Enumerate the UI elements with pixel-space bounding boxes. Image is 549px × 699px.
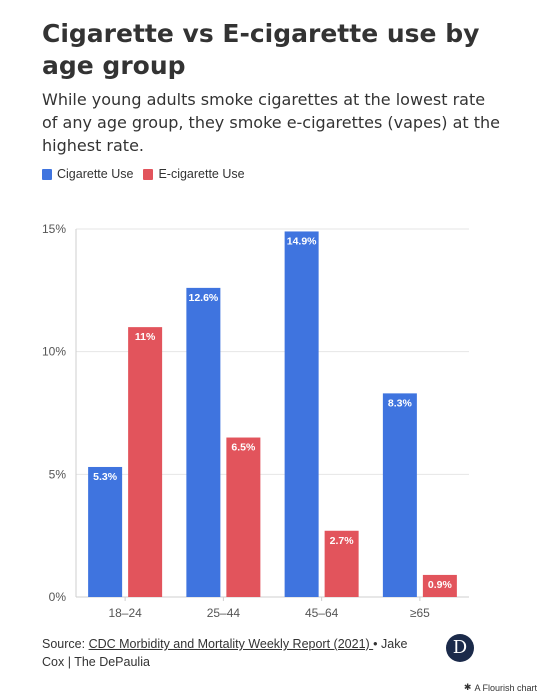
data-label: 2.7%	[330, 535, 355, 547]
legend-item-cigarette[interactable]: Cigarette Use	[42, 167, 133, 181]
asterisk-icon: ✱	[463, 682, 472, 692]
source-footer: Source: CDC Morbidity and Mortality Week…	[42, 635, 432, 671]
x-tick-label: 45–64	[305, 606, 339, 620]
legend-swatch-ecigarette	[143, 168, 154, 180]
bar	[186, 287, 221, 597]
legend-label-cigarette: Cigarette Use	[57, 167, 134, 181]
bar	[324, 530, 359, 597]
legend-label-ecigarette: E-cigarette Use	[158, 167, 245, 181]
x-tick-label: 25–44	[207, 606, 241, 620]
bar	[382, 393, 417, 597]
data-label: 0.9%	[428, 579, 453, 591]
y-tick-label: 0%	[49, 590, 67, 604]
chart-title: Cigarette vs E-cigarette use by age grou…	[42, 19, 480, 80]
data-label: 8.3%	[388, 397, 413, 409]
data-label: 14.9%	[287, 235, 317, 247]
legend-item-ecigarette[interactable]: E-cigarette Use	[143, 167, 245, 181]
source-prefix: Source:	[42, 637, 89, 651]
y-tick-label: 5%	[49, 467, 67, 481]
x-tick-label: 18–24	[108, 606, 142, 620]
chart-subtitle: While young adults smoke cigarettes at t…	[42, 90, 500, 155]
x-tick-label: ≥65	[410, 606, 430, 620]
data-label: 5.3%	[93, 471, 118, 483]
y-tick-label: 15%	[42, 222, 66, 236]
depaulia-logo[interactable]: D	[446, 634, 474, 662]
y-tick-label: 10%	[42, 345, 66, 359]
flourish-label: A Flourish chart	[474, 682, 537, 693]
flourish-credit[interactable]: ✱ A Flourish chart	[464, 682, 537, 693]
credit-text: • Jake Cox | The DePaulia	[42, 637, 408, 669]
bar	[226, 437, 261, 597]
bar	[128, 327, 163, 597]
legend-swatch-cigarette	[42, 168, 52, 180]
data-label: 6.5%	[231, 442, 256, 454]
bar-chart: 0% 5% 10% 15% 5.3% 11% 18–24 12.6% 6.5% 25–44 14.9…	[42, 222, 469, 620]
bar	[284, 231, 319, 597]
source-link[interactable]: CDC Morbidity and Mortality Weekly Repor…	[88, 637, 374, 651]
bar	[88, 466, 123, 597]
legend: Cigarette Use E-cigarette Use	[42, 167, 245, 181]
bar	[422, 574, 457, 597]
data-label: 11%	[135, 331, 156, 343]
data-label: 12.6%	[188, 292, 218, 304]
